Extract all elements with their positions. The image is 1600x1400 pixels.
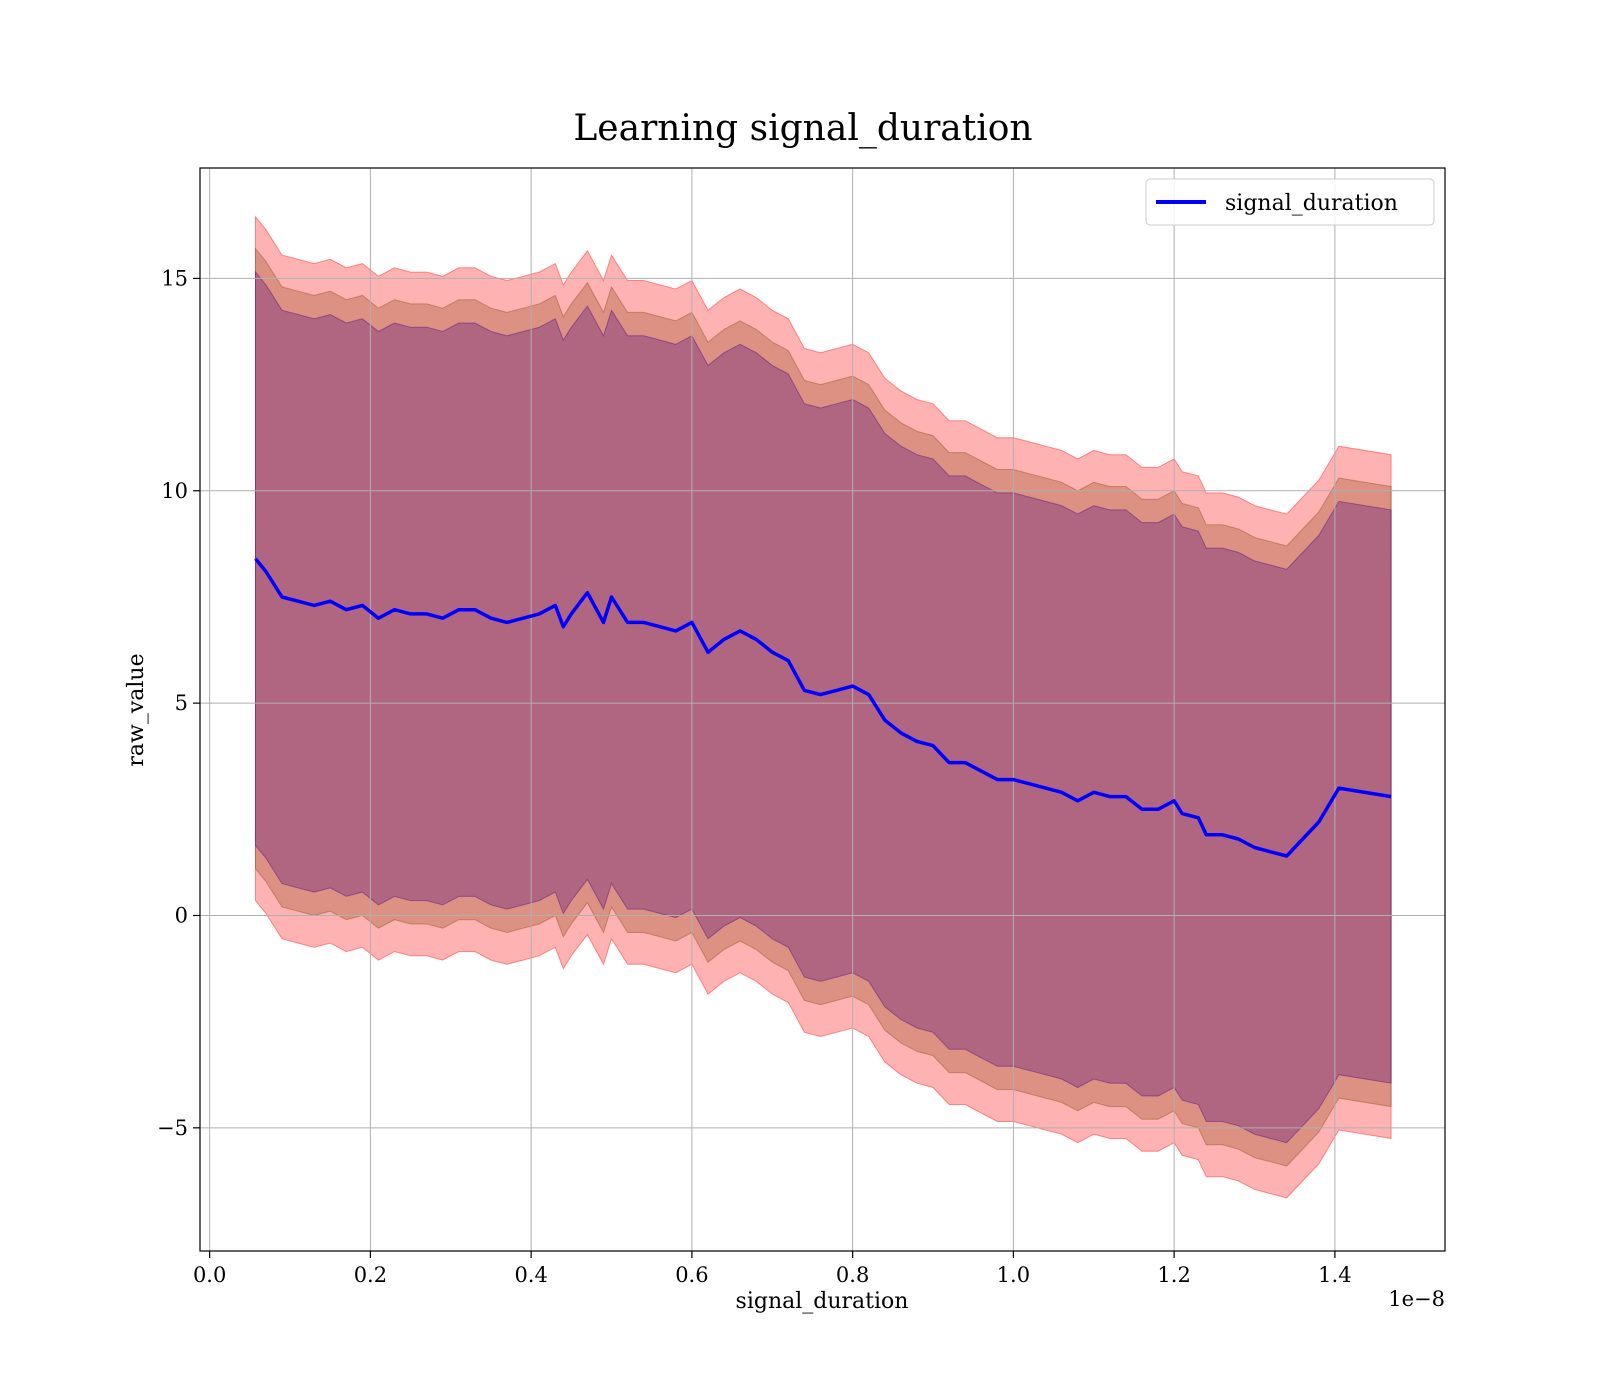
x-tick-label: 0.6 (675, 1263, 708, 1287)
legend-box (1145, 178, 1435, 226)
series-line-signal-duration (254, 557, 1392, 858)
y-tick-label: 15 (161, 266, 188, 290)
plot-frame (199, 167, 1446, 1252)
x-axis-ticks: 0.0 0.2 0.4 0.6 0.8 1.0 1.2 1.4 (193, 1251, 1352, 1287)
plot-area (200, 168, 1445, 1251)
y-tick-label: 0 (175, 903, 188, 927)
legend-label: signal_duration (1225, 191, 1398, 216)
confidence-bands (255, 215, 1392, 1199)
chart-title: Learning signal_duration (573, 108, 1032, 149)
x-tick-label: 1.2 (1157, 1263, 1190, 1287)
y-tick-label: 5 (175, 691, 188, 715)
x-tick-label: 1.0 (997, 1263, 1030, 1287)
x-axis-multiplier: 1e−8 (1388, 1287, 1445, 1311)
band-middle (255, 247, 1392, 1167)
x-tick-label: 0.0 (193, 1263, 226, 1287)
y-tick-label: −5 (157, 1116, 188, 1140)
band-outer (255, 215, 1392, 1199)
x-tick-label: 1.4 (1318, 1263, 1351, 1287)
y-axis-label: raw_value (124, 653, 149, 766)
x-tick-label: 0.8 (836, 1263, 869, 1287)
x-tick-label: 0.2 (354, 1263, 387, 1287)
y-tick-label: 10 (161, 479, 188, 503)
legend: signal_duration (1145, 178, 1435, 226)
x-tick-label: 0.4 (514, 1263, 547, 1287)
y-axis-ticks: −5 0 5 10 15 (157, 266, 200, 1140)
x-axis-label: signal_duration (736, 1289, 909, 1314)
band-inner (255, 270, 1392, 1144)
grid (200, 168, 1445, 1251)
series-lines (254, 557, 1392, 858)
